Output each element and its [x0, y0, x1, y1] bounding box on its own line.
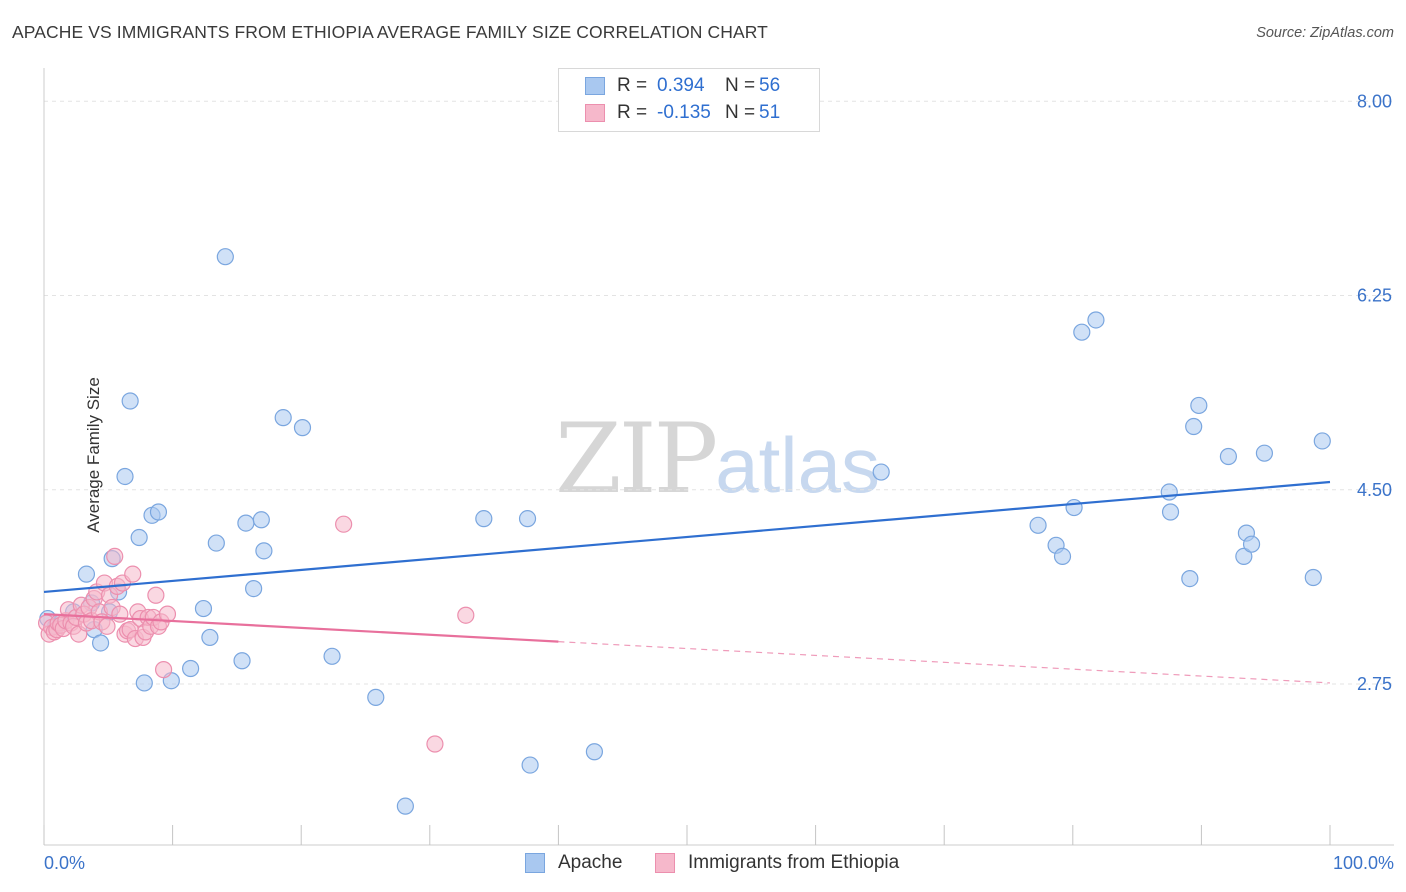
ethiopia-swatch	[655, 853, 675, 873]
ethiopia-point	[106, 547, 124, 566]
y-axis-label: Average Family Size	[83, 377, 103, 533]
apache-point	[367, 688, 385, 706]
source-credit: Source: ZipAtlas.com	[1256, 25, 1394, 41]
trend-lines	[43, 480, 1331, 684]
apache-trend-line	[43, 480, 1331, 594]
r-value: -0.135	[657, 102, 711, 123]
apache-point	[149, 503, 168, 521]
apache-point	[1181, 569, 1199, 588]
apache-point	[1087, 311, 1105, 329]
apache-point	[207, 534, 225, 552]
y-tick-label: 2.75	[1357, 674, 1392, 694]
apache-point	[1053, 547, 1072, 566]
apache-point	[396, 797, 414, 815]
apache-point	[274, 409, 292, 427]
r-label: R =	[617, 102, 648, 123]
stats-legend-row-ethiopia: R = -0.135 N = 51	[585, 100, 780, 126]
apache-point	[293, 419, 312, 437]
ethiopia-point	[457, 606, 475, 624]
apache-point	[1190, 396, 1208, 415]
apache-point	[1073, 323, 1091, 341]
n-value: 56	[759, 75, 781, 96]
apache-point	[1029, 516, 1047, 534]
apache-point	[252, 511, 270, 529]
ethiopia-trend-line	[43, 613, 559, 643]
n-value: 51	[759, 102, 781, 123]
apache-point	[521, 756, 539, 774]
legend-item-ethiopia[interactable]: Immigrants from Ethiopia	[655, 852, 899, 874]
stats-legend-row-apache: R = 0.394 N = 56	[585, 73, 780, 99]
r-value: 0.394	[657, 75, 705, 96]
y-tick-label: 4.50	[1357, 480, 1392, 500]
apache-point	[135, 674, 153, 692]
watermark: ZIPatlas	[555, 403, 880, 515]
stats-legend: R = 0.394 N = 56 R = -0.135 N = 51	[558, 68, 820, 132]
apache-point	[255, 542, 273, 560]
legend-item-apache[interactable]: Apache	[525, 852, 622, 874]
apache-point	[182, 659, 200, 678]
n-label: N =	[725, 102, 756, 123]
apache-point	[201, 628, 219, 647]
ethiopia-trend-extension	[558, 641, 1331, 684]
x-tick-label: 100.0%	[1333, 853, 1394, 873]
y-tick-label: 6.25	[1357, 286, 1392, 306]
apache-point	[1160, 483, 1178, 501]
ethiopia-point	[124, 565, 142, 583]
ethiopia-point	[335, 515, 353, 533]
apache-point	[323, 647, 341, 665]
watermark-atlas: atlas	[715, 421, 880, 509]
apache-point	[1313, 432, 1331, 450]
x-tick-label: 0.0%	[44, 853, 85, 873]
apache-point	[475, 510, 493, 528]
apache-point	[1065, 498, 1083, 517]
series-legend: Apache Immigrants from Ethiopia	[0, 852, 1406, 878]
ethiopia-point	[111, 605, 129, 623]
apache-point	[1242, 535, 1261, 553]
apache-point	[585, 743, 604, 761]
apache-point	[91, 634, 110, 652]
apache-point	[237, 514, 255, 532]
apache-point	[245, 579, 263, 598]
apache-point	[1219, 447, 1238, 466]
watermark-zip: ZIP	[555, 403, 718, 515]
apache-point	[1161, 503, 1180, 521]
apache-point	[216, 248, 234, 266]
apache-point	[130, 528, 148, 547]
apache-point	[872, 463, 890, 481]
n-label: N =	[725, 75, 756, 96]
ethiopia-point	[98, 617, 116, 635]
ethiopia-point	[426, 735, 444, 753]
apache-point	[116, 467, 134, 486]
apache-point	[518, 510, 537, 528]
ethiopia-swatch	[585, 104, 605, 122]
apache-point	[233, 652, 251, 670]
apache-swatch	[585, 77, 605, 95]
axes	[43, 68, 1394, 846]
apache-point	[1304, 568, 1322, 587]
y-tick-label: 8.00	[1357, 91, 1392, 111]
apache-point	[1255, 444, 1274, 462]
ethiopia-point	[154, 661, 173, 679]
apache-point	[1235, 547, 1253, 566]
legend-label: Immigrants from Ethiopia	[688, 852, 900, 873]
legend-label: Apache	[558, 852, 623, 873]
ethiopia-point	[147, 586, 165, 604]
tick-labels: 8.00 6.25 4.50 2.75 0.0% 100.0%	[44, 91, 1394, 873]
apache-swatch	[525, 853, 545, 873]
apache-point	[194, 599, 213, 618]
data-points	[37, 248, 1331, 815]
apache-point	[77, 565, 96, 583]
chart-title: APACHE VS IMMIGRANTS FROM ETHIOPIA AVERA…	[12, 22, 768, 42]
apache-point	[121, 392, 139, 410]
grid-lines	[44, 100, 1394, 685]
apache-point	[1185, 417, 1203, 436]
ethiopia-point	[158, 605, 177, 623]
r-label: R =	[617, 75, 648, 96]
